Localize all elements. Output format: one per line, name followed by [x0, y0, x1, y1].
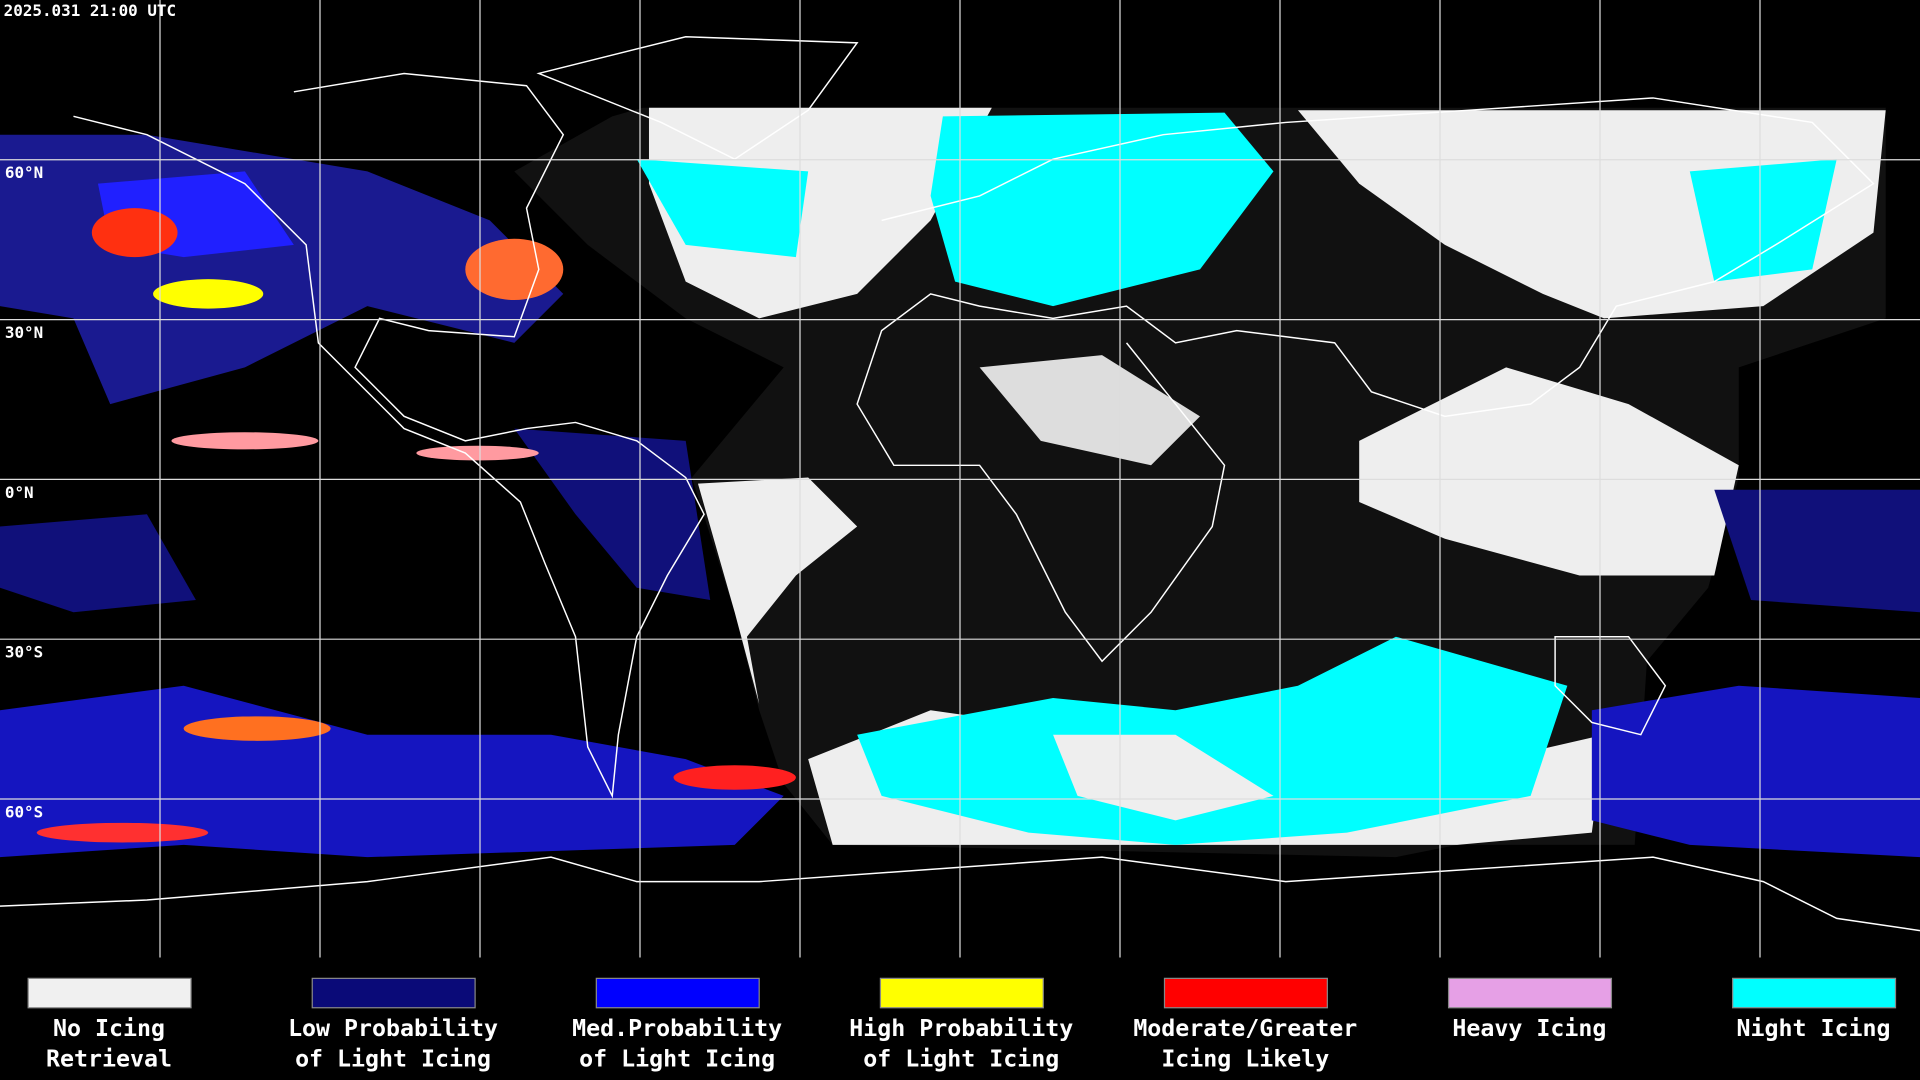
legend-label: Night Icing	[1736, 1015, 1890, 1042]
icing-area	[673, 765, 796, 790]
graticule	[0, 0, 1920, 958]
latitude-label: 30°N	[5, 323, 43, 342]
legend-label: of Light Icing	[579, 1046, 775, 1073]
coastline	[856, 97, 1875, 663]
legend-swatch	[1163, 977, 1328, 1009]
icing-area	[91, 208, 178, 258]
legend-swatch	[311, 977, 476, 1009]
legend-swatch	[595, 977, 760, 1009]
night-icing-area	[636, 159, 809, 258]
legend: No Icing Retrieval Low Probability of Light…	[27, 977, 1897, 1073]
latitude-label: 60°N	[5, 163, 43, 182]
legend-label: Med.Probability	[572, 1015, 782, 1042]
coastline	[1554, 636, 1667, 736]
icing-area	[514, 428, 711, 600]
night-icing-area	[857, 636, 1568, 845]
icing-area	[0, 514, 196, 613]
coastlines	[0, 35, 1920, 932]
night-icing-area	[930, 112, 1274, 307]
coastline	[73, 72, 705, 799]
latitude-labels: 60°N 30°N 0°N 30°S 60°S	[5, 163, 43, 821]
legend-swatch	[879, 977, 1044, 1009]
timestamp: 2025.031 21:00 UTC	[4, 1, 176, 20]
legend-label: No Icing	[53, 1015, 165, 1042]
legend-swatch	[1732, 977, 1897, 1009]
legend-label: Low Probability	[288, 1015, 498, 1042]
legend-label: High Probability	[849, 1015, 1073, 1042]
legend-label: Icing Likely	[1161, 1046, 1329, 1073]
icing-area	[465, 238, 564, 300]
legend-label: Moderate/Greater	[1133, 1015, 1357, 1042]
no-icing-area	[1359, 367, 1739, 576]
latitude-label: 30°S	[5, 643, 43, 662]
no-icing-area	[979, 355, 1200, 466]
legend-label: of Light Icing	[295, 1046, 491, 1073]
legend-label: Retrieval	[46, 1046, 172, 1073]
icing-area	[36, 822, 209, 843]
icing-area	[1591, 685, 1920, 858]
no-icing-area	[697, 477, 858, 705]
legend-label: of Light Icing	[863, 1046, 1059, 1073]
icing-area	[153, 279, 264, 309]
legend-label: Heavy Icing	[1452, 1015, 1606, 1042]
legend-swatch	[1447, 977, 1613, 1009]
icing-area	[183, 716, 331, 741]
icing-area	[416, 445, 539, 461]
night-icing-area	[1689, 159, 1837, 282]
icing-area	[171, 432, 319, 450]
latitude-label: 60°S	[5, 802, 43, 821]
legend-swatch	[27, 977, 192, 1009]
coastline	[536, 35, 859, 161]
icing-area	[1714, 489, 1920, 613]
coastline	[0, 856, 1920, 932]
geo-disk	[514, 107, 1886, 858]
latitude-label: 0°N	[5, 483, 34, 502]
